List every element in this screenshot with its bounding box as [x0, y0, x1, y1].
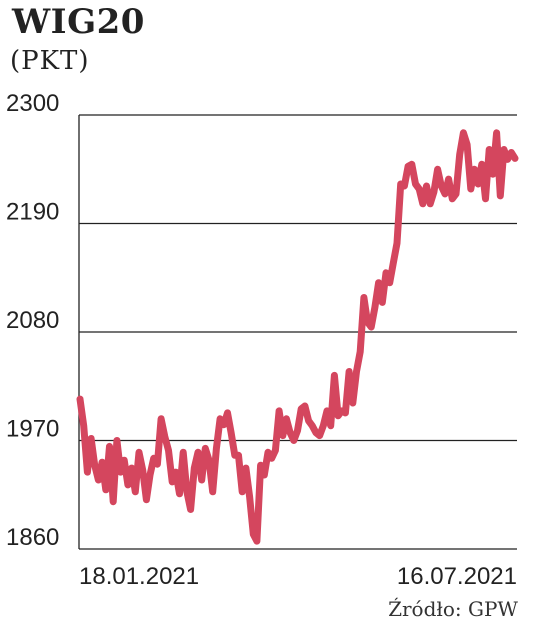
source-note: Źródło: GPW	[388, 597, 518, 621]
x-tick-labels: 18.01.2021 16.07.2021	[79, 563, 517, 590]
grid-lines	[79, 114, 517, 550]
y-tick-label: 1970	[6, 416, 59, 443]
chart-title: WIG20	[12, 2, 145, 42]
series-layer	[76, 129, 519, 545]
x-tick-label: 18.01.2021	[79, 563, 199, 590]
x-tick-label: 16.07.2021	[397, 563, 517, 590]
chart-subtitle: (PKT)	[10, 46, 90, 76]
y-tick-label: 1860	[6, 524, 59, 551]
y-tick-label: 2190	[6, 199, 59, 226]
y-tick-label: 2080	[6, 307, 59, 334]
y-tick-labels: 1860 1970 2080 2190 2300	[6, 90, 59, 551]
y-tick-label: 2300	[6, 90, 59, 117]
series-line-wig20	[76, 129, 519, 545]
